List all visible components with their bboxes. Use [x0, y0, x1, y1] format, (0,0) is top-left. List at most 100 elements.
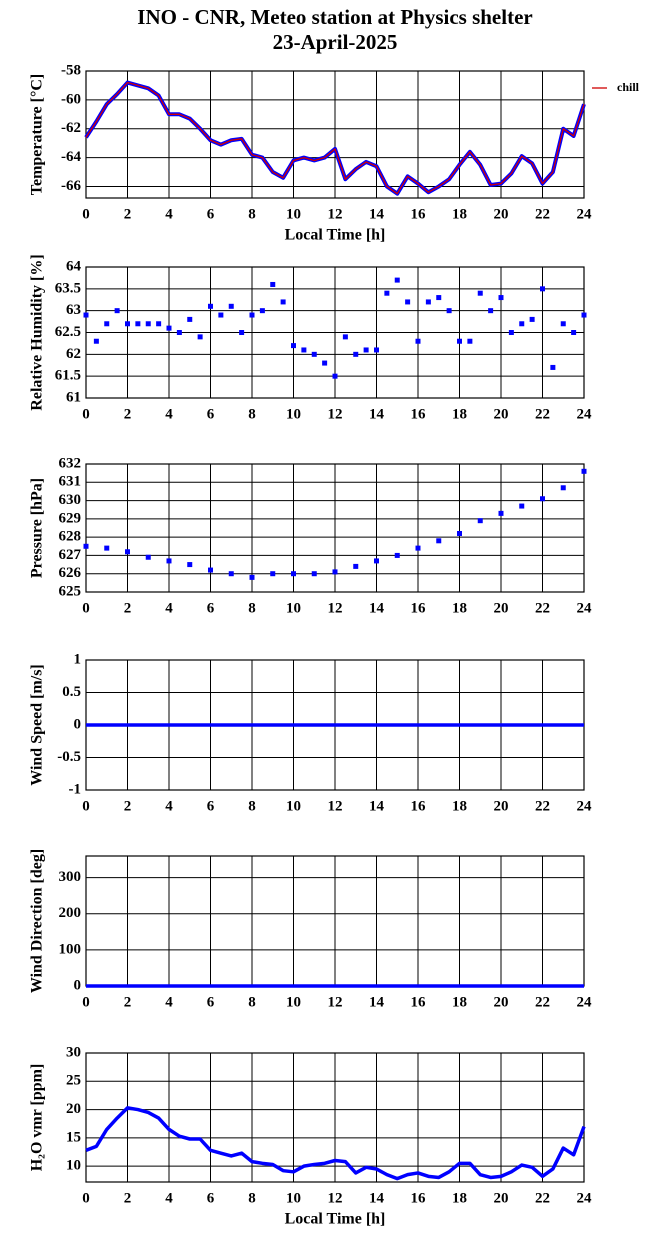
y-tick-label: 0	[74, 716, 82, 732]
data-point	[394, 552, 400, 558]
data-point	[208, 303, 213, 309]
data-point	[125, 549, 130, 555]
data-point	[540, 496, 545, 502]
x-tick-label: 18	[452, 1190, 467, 1206]
y-tick-label: 629	[59, 510, 82, 526]
y-tick-label: 631	[59, 474, 82, 490]
data-point	[457, 530, 462, 536]
data-point	[477, 290, 483, 296]
data-point	[93, 338, 99, 344]
x-tick-label: 24	[577, 1190, 593, 1206]
x-tick-label: 16	[411, 1190, 427, 1206]
x-tick-label: 24	[577, 206, 593, 222]
x-tick-label: 8	[248, 206, 256, 222]
y-tick-label: 63	[66, 302, 81, 318]
x-tick-label: 2	[124, 406, 132, 422]
y-tick-label: 100	[59, 941, 82, 957]
x-tick-label: 2	[124, 994, 132, 1010]
y-tick-label: 630	[59, 492, 82, 508]
x-tick-label: 16	[411, 206, 427, 222]
data-point	[228, 571, 234, 577]
x-tick-label: 4	[165, 600, 173, 616]
data-point	[415, 545, 421, 551]
x-tick-label: 0	[82, 1190, 90, 1206]
y-tick-label: -62	[61, 120, 81, 136]
data-point	[374, 558, 379, 564]
data-point	[436, 538, 442, 544]
x-tick-label: 8	[248, 994, 256, 1010]
data-point	[353, 351, 359, 357]
x-tick-label: 0	[82, 406, 90, 422]
data-point	[488, 308, 494, 314]
y-tick-label: -60	[61, 91, 81, 107]
data-point	[270, 571, 276, 577]
y-tick-label: 62.5	[55, 324, 81, 340]
x-tick-label: 22	[535, 206, 550, 222]
y-tick-label: 625	[59, 583, 82, 599]
data-point	[166, 558, 172, 564]
y-axis-label: Wind Speed [m/s]	[29, 664, 46, 786]
data-point	[353, 563, 359, 569]
y-tick-label: 25	[66, 1073, 81, 1089]
x-tick-label: 12	[328, 600, 343, 616]
y-tick-label: -58	[61, 62, 81, 78]
x-tick-label: 10	[286, 206, 301, 222]
data-point	[301, 347, 307, 353]
x-tick-label: 10	[286, 406, 301, 422]
data-point	[322, 360, 328, 366]
legend-label: chill	[617, 80, 640, 94]
y-tick-label: 627	[59, 547, 82, 563]
data-point	[166, 325, 172, 331]
y-tick-label: 30	[66, 1044, 81, 1060]
data-point	[239, 330, 245, 335]
y-tick-label: -0.5	[57, 749, 81, 765]
data-point	[446, 308, 452, 314]
series-line	[85, 1106, 586, 1181]
data-point	[291, 343, 296, 349]
data-point	[457, 338, 462, 344]
data-point	[125, 321, 130, 327]
x-tick-label: 18	[452, 994, 467, 1010]
x-tick-label: 6	[207, 206, 215, 222]
x-tick-label: 12	[328, 994, 343, 1010]
data-point	[187, 562, 193, 568]
x-tick-label: 6	[207, 994, 215, 1010]
data-point	[197, 334, 203, 340]
x-tick-label: 2	[124, 600, 132, 616]
data-point	[467, 338, 473, 344]
data-point	[249, 312, 255, 318]
x-tick-label: 16	[411, 600, 427, 616]
y-tick-label: 10	[66, 1158, 81, 1174]
data-point	[363, 347, 369, 353]
y-tick-label: 63.5	[55, 280, 81, 296]
x-axis-label: Local Time [h]	[285, 1211, 386, 1228]
x-tick-label: 8	[248, 600, 256, 616]
y-tick-label: 1	[74, 651, 82, 667]
x-tick-label: 4	[165, 994, 173, 1010]
x-tick-label: 10	[286, 600, 301, 616]
x-tick-label: 22	[535, 1190, 550, 1206]
x-tick-label: 2	[124, 1190, 132, 1206]
x-tick-label: 16	[411, 994, 427, 1010]
data-point	[436, 295, 442, 301]
x-tick-label: 24	[577, 600, 593, 616]
x-tick-label: 4	[165, 1190, 173, 1206]
data-point	[114, 308, 120, 314]
data-point	[529, 316, 535, 322]
y-axis-label: Wind Direction [deg]	[29, 849, 46, 993]
x-tick-label: 4	[165, 406, 173, 422]
data-point	[187, 316, 193, 322]
data-point	[311, 351, 317, 357]
data-point	[83, 543, 89, 549]
data-point	[498, 295, 504, 301]
y-tick-label: 61	[66, 389, 81, 405]
data-point	[332, 569, 338, 575]
x-tick-label: 10	[286, 798, 301, 814]
y-axis-label: Temperature [°C]	[29, 74, 46, 195]
x-tick-label: 10	[286, 994, 301, 1010]
y-tick-label: 61.5	[55, 368, 81, 384]
y-axis-label: Pressure [hPa]	[29, 478, 46, 578]
x-tick-label: 20	[494, 206, 509, 222]
x-tick-label: 4	[165, 798, 173, 814]
y-tick-label: 626	[59, 565, 82, 581]
